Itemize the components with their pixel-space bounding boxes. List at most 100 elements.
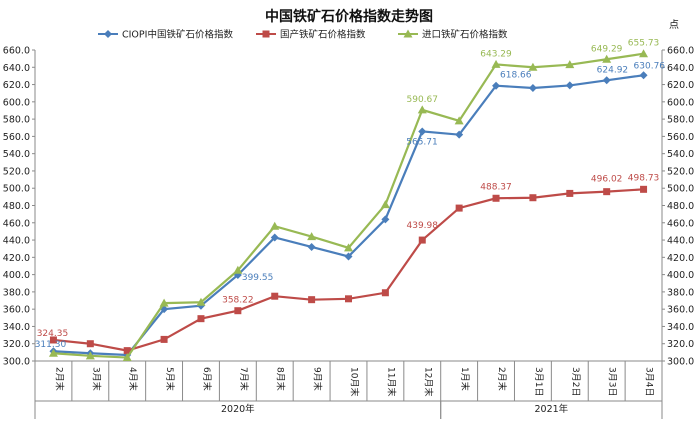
data-point [104,30,112,38]
data-point [86,340,94,348]
y-tick-label-left: 300.0 [3,357,30,368]
data-point [418,127,427,136]
data-point [233,265,243,274]
y-tick-label-right: 600.0 [667,97,694,108]
data-point [403,29,413,38]
y-axis-right: 300.0 320.0 340.0 360.0 380.0 400.0 420.0 440.0… [662,46,694,368]
x-tick-label: 3月末 [90,367,102,391]
data-point [565,60,575,69]
x-tick-label: 3月2日 [570,367,581,396]
data-point [196,297,206,306]
data-label: 630.76 [634,61,666,71]
series-layer [48,49,649,362]
data-label: 358.22 [222,296,254,306]
data-point [344,243,353,252]
y-tick-label-left: 600.0 [3,97,30,108]
data-label: 311.30 [35,340,67,350]
series-line [53,52,644,359]
x-tick-label: 3月3日 [607,367,618,396]
x-tick-label: 5月末 [164,367,176,391]
x-tick-label: 11月末 [385,367,397,396]
data-point [417,105,427,114]
data-point [603,188,611,196]
x-tick-label: 1月末 [459,367,471,391]
data-point [85,351,95,360]
legend-entry: CIOPI中国铁矿石价格指数 [122,29,233,41]
series-line [53,74,644,357]
y-tick-label-left: 500.0 [3,184,30,195]
data-point [455,204,463,212]
data-label: 649.29 [591,44,623,54]
data-point [381,289,389,297]
data-label: 590.67 [407,95,439,105]
right-axis-unit: 点 [669,19,679,31]
x-tick-label: 10月末 [349,367,361,396]
data-labels-layer: 311.30 399.55 565.71 618.66 624.92 630.76 324.… [35,39,666,351]
y-tick-label-right: 500.0 [667,184,694,195]
y-tick-label-right: 400.0 [667,270,694,281]
y-tick-label-right: 460.0 [667,218,694,229]
y-tick-label-left: 560.0 [3,132,30,143]
data-point [602,54,612,63]
y-axis-left: 300.0 320.0 340.0 360.0 380.0 400.0 420.0 440.0… [3,46,35,368]
data-point [307,242,316,251]
data-point [159,298,169,307]
data-point [492,194,500,202]
data-label: 624.92 [597,65,629,75]
y-tick-label-left: 380.0 [3,287,30,298]
data-point [49,336,57,344]
data-point [48,348,58,357]
data-point [197,315,205,323]
data-label: 496.02 [591,175,623,185]
legend-entry: 国产铁矿石价格指数 [280,29,366,41]
y-tick-label-left: 520.0 [3,166,30,177]
data-point [380,200,390,209]
data-point [639,49,649,58]
data-label: 655.73 [628,39,660,49]
data-point [262,30,270,38]
x-tick-label: 3月4日 [644,367,655,396]
y-tick-label-left: 660.0 [3,46,30,57]
y-tick-label-right: 660.0 [667,46,694,57]
data-point [529,194,537,202]
data-point [528,84,537,93]
y-tick-label-right: 560.0 [667,132,694,143]
y-tick-label-right: 480.0 [667,201,694,212]
x-group-label: 2020年 [221,403,255,415]
y-tick-label-left: 620.0 [3,80,30,91]
data-label: 399.55 [242,273,274,283]
y-tick-label-right: 300.0 [667,357,694,368]
series-line [53,188,644,352]
legend: CIOPI中国铁矿石价格指数 国产铁矿石价格指数 进口铁矿石价格指数 [98,29,508,41]
data-point [602,76,611,85]
data-point [123,347,131,355]
data-point [160,335,168,343]
data-point [418,236,426,244]
data-point [234,307,242,315]
y-tick-label-left: 540.0 [3,149,30,160]
data-point [455,130,464,139]
data-point [491,59,501,68]
data-point [307,232,317,241]
y-tick-label-right: 340.0 [667,322,694,333]
x-tick-label: 9月末 [312,367,324,391]
chart-title: 中国铁矿石价格指数走势图 [265,8,433,25]
data-label: 498.73 [628,173,660,183]
y-tick-label-right: 540.0 [667,149,694,160]
data-point [270,233,279,242]
data-point [381,215,390,224]
y-tick-label-right: 380.0 [667,287,694,298]
data-point [566,189,574,197]
data-point [344,252,353,261]
data-point [528,62,538,71]
x-tick-label: 2月末 [496,367,508,391]
x-tick-label: 7月末 [238,367,250,391]
y-tick-label-left: 460.0 [3,218,30,229]
y-tick-label-left: 580.0 [3,115,30,126]
data-point [271,292,279,300]
x-tick-label: 6月末 [201,367,213,391]
y-tick-label-left: 320.0 [3,339,30,350]
x-tick-label: 4月末 [127,367,139,391]
data-point [639,71,648,80]
